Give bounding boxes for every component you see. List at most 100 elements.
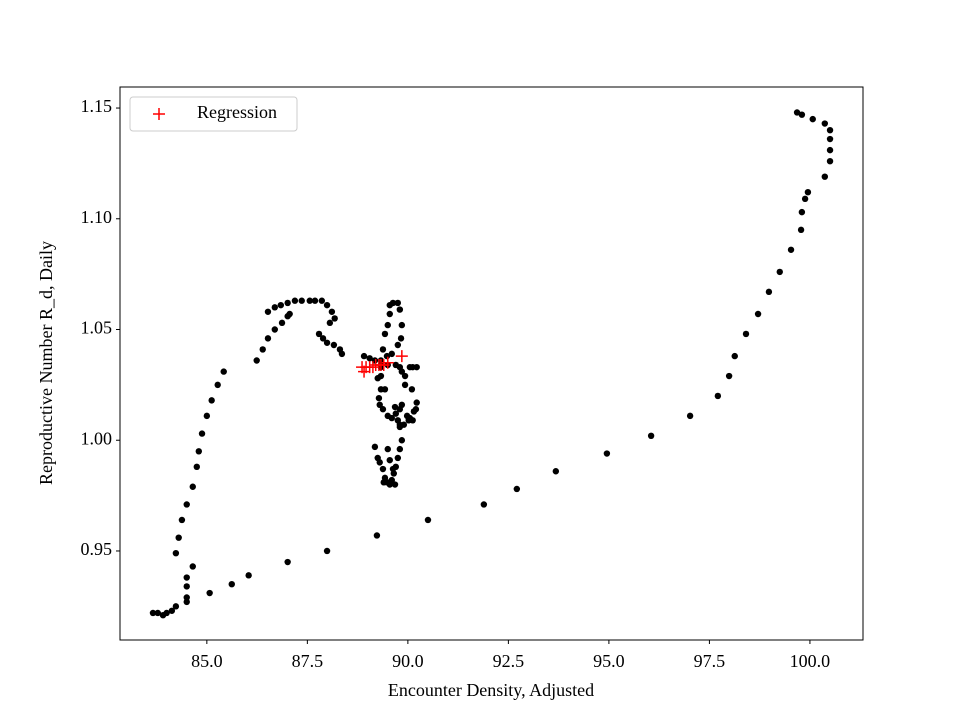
- point: [271, 304, 278, 311]
- point: [183, 501, 190, 508]
- point: [264, 335, 272, 342]
- point: [178, 516, 186, 524]
- point: [798, 208, 806, 216]
- legend-marker: [153, 108, 165, 120]
- point: [398, 401, 406, 409]
- point: [391, 481, 399, 488]
- point: [338, 350, 346, 358]
- point: [195, 448, 203, 455]
- point: [326, 319, 334, 327]
- point: [731, 352, 738, 360]
- point: [376, 401, 383, 409]
- x-tick-label: 100.0: [790, 651, 831, 671]
- point: [315, 330, 323, 338]
- point: [552, 468, 560, 475]
- point: [220, 368, 227, 375]
- x-tick-label: 87.5: [292, 651, 324, 671]
- y-tick-label: 0.95: [81, 539, 113, 559]
- point: [826, 157, 834, 165]
- point: [228, 580, 235, 588]
- point: [271, 326, 278, 333]
- point: [375, 394, 383, 402]
- point: [328, 308, 336, 315]
- point: [330, 341, 338, 349]
- point: [318, 297, 326, 304]
- point: [392, 410, 400, 417]
- point: [360, 352, 368, 360]
- point: [206, 589, 213, 597]
- point: [391, 403, 399, 411]
- point: [647, 432, 655, 440]
- point: [163, 609, 170, 617]
- point: [286, 310, 293, 318]
- point: [381, 330, 389, 338]
- point: [686, 412, 694, 420]
- point: [245, 572, 252, 579]
- point: [298, 297, 305, 304]
- point: [149, 609, 157, 617]
- plot-frame: [119, 86, 864, 641]
- point: [183, 598, 190, 606]
- point: [291, 297, 299, 304]
- point: [388, 414, 395, 422]
- y-tick-label: 1.05: [81, 318, 113, 338]
- point: [413, 399, 420, 406]
- point: [175, 534, 182, 541]
- point: [311, 297, 319, 304]
- plus-marker: [366, 361, 379, 374]
- point: [154, 609, 161, 617]
- point: [826, 146, 834, 154]
- point: [331, 315, 338, 322]
- point: [793, 109, 801, 116]
- point: [401, 381, 409, 389]
- point: [396, 445, 404, 453]
- point: [386, 301, 393, 309]
- point: [380, 479, 387, 486]
- point: [183, 574, 190, 581]
- point: [172, 603, 180, 610]
- point: [396, 306, 404, 313]
- point: [383, 352, 391, 360]
- point: [798, 111, 806, 118]
- point: [189, 483, 196, 490]
- point: [323, 339, 331, 346]
- point: [386, 310, 393, 318]
- plus-marker: [395, 350, 408, 363]
- point: [513, 485, 521, 493]
- point: [394, 299, 402, 307]
- legend-box: [129, 96, 298, 132]
- point: [319, 335, 327, 342]
- y-tick-label: 1.15: [81, 96, 113, 116]
- point: [405, 417, 412, 424]
- point: [398, 437, 406, 444]
- point: [379, 406, 387, 413]
- point: [400, 421, 408, 428]
- x-axis-label: Encounter Density, Adjusted: [388, 680, 594, 700]
- point: [379, 465, 387, 473]
- point: [323, 547, 331, 555]
- point: [284, 299, 291, 307]
- point: [397, 335, 405, 342]
- point: [306, 297, 313, 304]
- point: [172, 549, 180, 557]
- point: [725, 372, 733, 380]
- y-tick-label: 1.00: [81, 428, 113, 448]
- x-tick-label: 85.0: [191, 651, 223, 671]
- point: [386, 456, 393, 464]
- point: [388, 350, 395, 358]
- point: [381, 386, 389, 393]
- point: [384, 321, 391, 329]
- point: [797, 226, 805, 234]
- point: [401, 372, 409, 380]
- x-tick-label: 90.0: [392, 651, 424, 671]
- point: [366, 355, 373, 362]
- point: [413, 363, 420, 371]
- point: [214, 381, 221, 389]
- point: [742, 330, 750, 338]
- x-tick-label: 97.5: [694, 651, 726, 671]
- plus-marker: [381, 356, 394, 369]
- point: [189, 563, 196, 570]
- point: [398, 321, 406, 329]
